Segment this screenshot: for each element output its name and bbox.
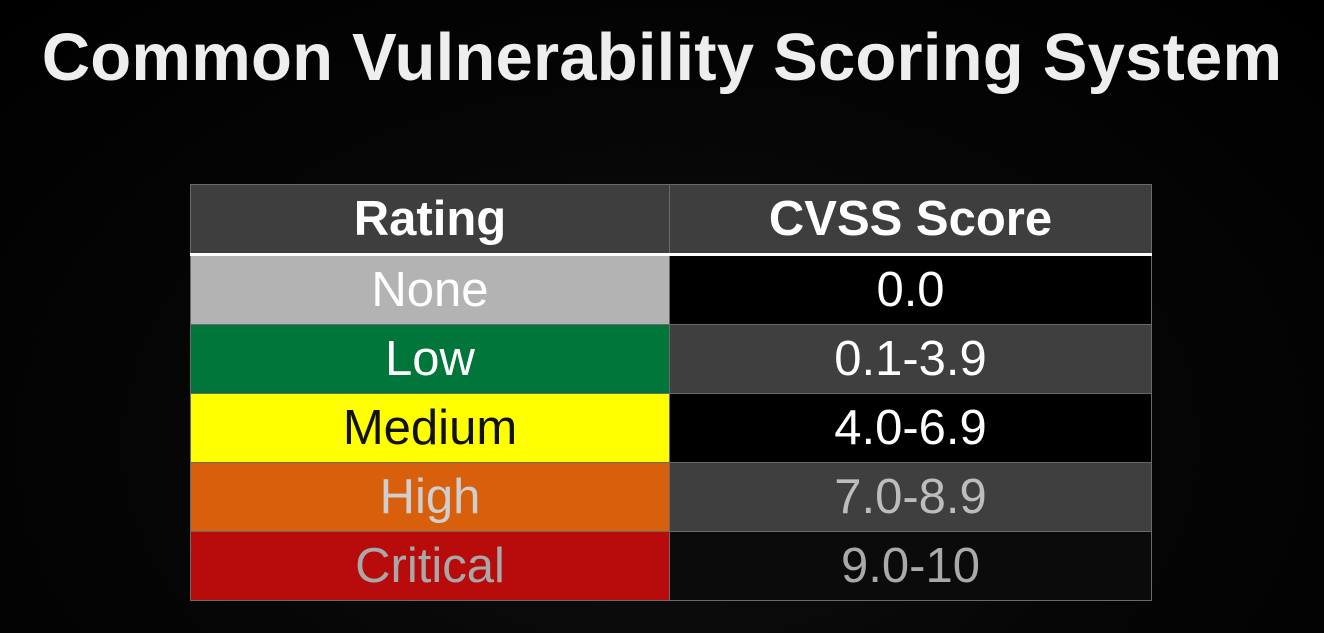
table-row: High 7.0-8.9 (190, 462, 1152, 532)
table-row: Medium 4.0-6.9 (190, 393, 1152, 463)
table-row: Low 0.1-3.9 (190, 324, 1152, 394)
table-row: Critical 9.0-10 (190, 531, 1152, 601)
header-rating: Rating (190, 184, 670, 256)
rating-low-cell: Low (190, 324, 670, 394)
score-medium-cell: 4.0-6.9 (669, 393, 1152, 463)
rating-high-cell: High (190, 462, 670, 532)
score-none-cell: 0.0 (669, 254, 1152, 325)
score-high-cell: 7.0-8.9 (669, 462, 1152, 532)
table-header-row: Rating CVSS Score (190, 184, 1152, 256)
slide-title: Common Vulnerability Scoring System (41, 20, 1283, 95)
cvss-table: Rating CVSS Score None 0.0 Low 0.1-3.9 M… (190, 184, 1152, 601)
score-critical-cell: 9.0-10 (669, 531, 1152, 601)
score-low-cell: 0.1-3.9 (669, 324, 1152, 394)
rating-none-cell: None (190, 254, 670, 325)
header-cvss-score: CVSS Score (669, 184, 1152, 256)
table-row: None 0.0 (190, 254, 1152, 325)
rating-medium-cell: Medium (190, 393, 670, 463)
rating-critical-cell: Critical (190, 531, 670, 601)
